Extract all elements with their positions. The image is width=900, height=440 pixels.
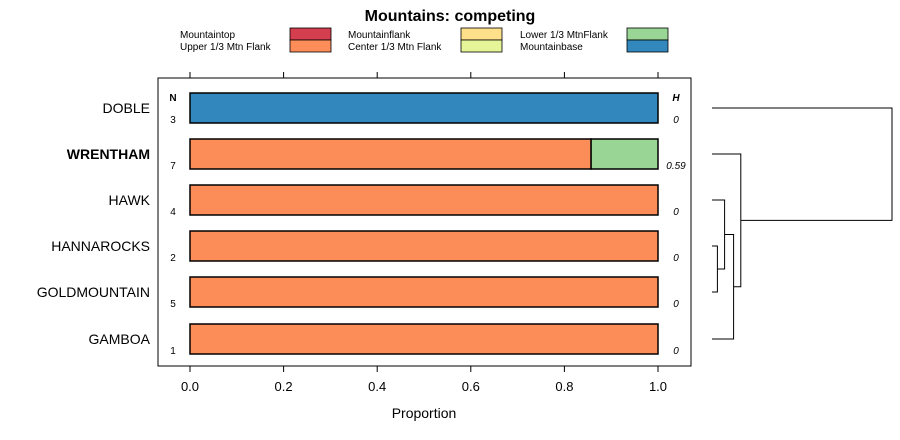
dendrogram-branch <box>712 245 718 293</box>
x-tick-label: 0.6 <box>462 379 480 394</box>
x-tick-label: 0.8 <box>555 379 573 394</box>
category-label: HANNAROCKS <box>51 238 150 254</box>
h-column-header: H <box>672 93 680 104</box>
h-value: 0 <box>673 207 679 218</box>
dendrogram-branch <box>712 153 742 288</box>
legend-label-mountainbase: Mountainbase <box>520 42 583 53</box>
bar-segment-upper-1-3-mtn-flank <box>189 138 592 170</box>
dendrogram-branch <box>712 199 726 270</box>
category-label: GOLDMOUNTAIN <box>37 284 150 300</box>
n-value: 3 <box>170 115 176 126</box>
x-tick-label: 1.0 <box>649 379 667 394</box>
category-label: WRENTHAM <box>67 146 150 162</box>
bar-segment-upper-1-3-mtn-flank <box>189 184 659 216</box>
h-value: 0 <box>673 299 679 310</box>
n-column-header: N <box>169 93 176 104</box>
n-value: 5 <box>170 299 176 310</box>
dendrogram-branch <box>712 107 893 221</box>
h-value: 0 <box>673 115 679 126</box>
bar-segment-lower-1-3-mtnflank <box>590 138 659 170</box>
dendrogram <box>712 107 893 340</box>
legend-swatch-mountainbase <box>626 39 669 53</box>
legend-label-center-1-3-mtn-flank: Center 1/3 Mtn Flank <box>348 42 442 53</box>
h-value: 0 <box>673 346 679 357</box>
h-value: 0.59 <box>666 161 686 172</box>
legend-label-upper-1-3-mtn-flank: Upper 1/3 Mtn Flank <box>180 42 272 53</box>
bar-segment-upper-1-3-mtn-flank <box>189 323 659 355</box>
x-axis-label: Proportion <box>392 405 457 421</box>
category-label: HAWK <box>109 192 151 208</box>
n-value: 2 <box>170 253 176 264</box>
h-value: 0 <box>673 253 679 264</box>
x-tick-label: 0.2 <box>275 379 293 394</box>
n-value: 4 <box>170 207 176 218</box>
bar-segment-upper-1-3-mtn-flank <box>189 230 659 262</box>
bar-segment-mountainbase <box>189 92 659 124</box>
legend-label-mountainflank: Mountainflank <box>348 30 411 41</box>
dendrogram-branch <box>712 234 735 340</box>
category-label: GAMBOA <box>89 331 151 347</box>
plot-frame <box>157 77 692 367</box>
axes: 0.0 0.2 0.4 0.6 0.8 1.0 <box>181 72 667 394</box>
x-tick-label: 0.4 <box>368 379 386 394</box>
legend-swatch-upper-1-3-mtn-flank <box>289 39 332 53</box>
category-label: DOBLE <box>103 100 150 116</box>
legend-label-lower-1-3-mtnflank: Lower 1/3 MtnFlank <box>520 30 609 41</box>
x-tick-label: 0.0 <box>181 379 199 394</box>
chart-title: Mountains: competing <box>365 8 536 25</box>
n-value: 1 <box>170 346 176 357</box>
legend-swatch-center-1-3-mtn-flank <box>460 39 503 53</box>
legend-swatch-lower-1-3-mtnflank <box>626 27 669 41</box>
legend-swatch-mountaintop <box>289 27 332 41</box>
legend-label-mountaintop: Mountaintop <box>180 30 235 41</box>
legend-swatch-mountainflank <box>460 27 503 41</box>
bar-segment-upper-1-3-mtn-flank <box>189 276 659 308</box>
bars: DOBLE 3 0 WRENTHAM 7 0.59 HAWK 4 0 HANNAROCKS 2 0 GO… <box>37 92 686 357</box>
n-value: 7 <box>170 161 176 172</box>
